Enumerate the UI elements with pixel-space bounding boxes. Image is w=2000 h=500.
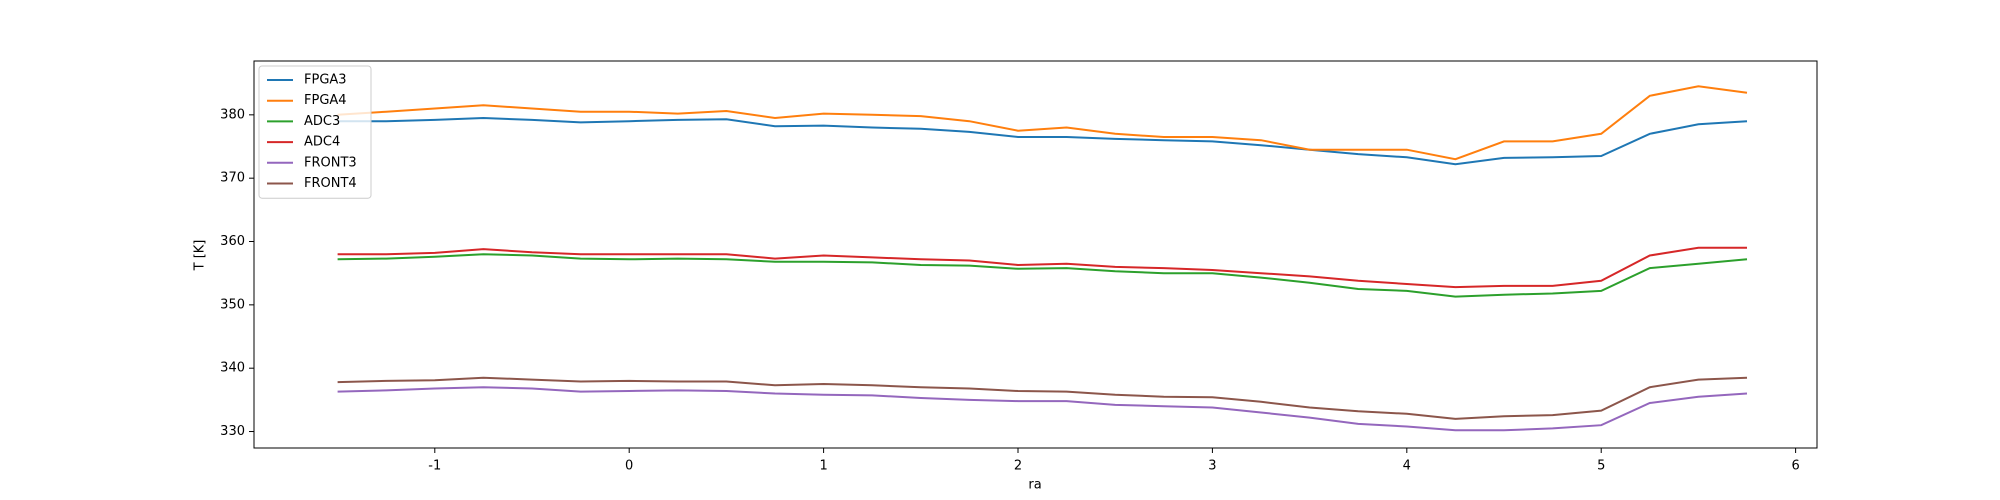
y-tick-label: 370 <box>220 171 245 186</box>
series-line <box>337 116 1748 166</box>
x-tick-label: 4 <box>1403 459 1411 474</box>
x-tick-label: 6 <box>1791 459 1799 474</box>
x-axis-label: ra <box>1028 478 1041 493</box>
y-tick-label: 340 <box>220 361 245 376</box>
x-tick-label: 5 <box>1597 459 1605 474</box>
y-tick-label: 380 <box>220 107 245 122</box>
y-tick-label: 330 <box>220 424 245 439</box>
series-line <box>337 376 1748 420</box>
x-tick-label: 1 <box>819 459 827 474</box>
legend-label: FRONT4 <box>304 176 357 191</box>
legend-box <box>258 65 372 199</box>
legend-label: FRONT3 <box>304 155 357 170</box>
legend-label: ADC4 <box>304 135 340 150</box>
series-line <box>337 85 1748 161</box>
series-line <box>337 386 1748 432</box>
y-tick-label: 350 <box>220 297 245 312</box>
legend-label: FPGA3 <box>304 73 347 88</box>
y-tick-label: 360 <box>220 234 245 249</box>
plot-frame <box>253 60 1818 449</box>
y-axis-label: T [K] <box>193 240 208 272</box>
x-tick-label: 0 <box>625 459 633 474</box>
x-tick-label: 2 <box>1014 459 1022 474</box>
series-line <box>337 253 1748 298</box>
series-line <box>337 246 1747 289</box>
legend-label: ADC3 <box>304 114 340 129</box>
x-tick-label: -1 <box>428 459 441 474</box>
legend-label: FPGA4 <box>304 93 347 108</box>
x-tick-label: 3 <box>1208 459 1216 474</box>
